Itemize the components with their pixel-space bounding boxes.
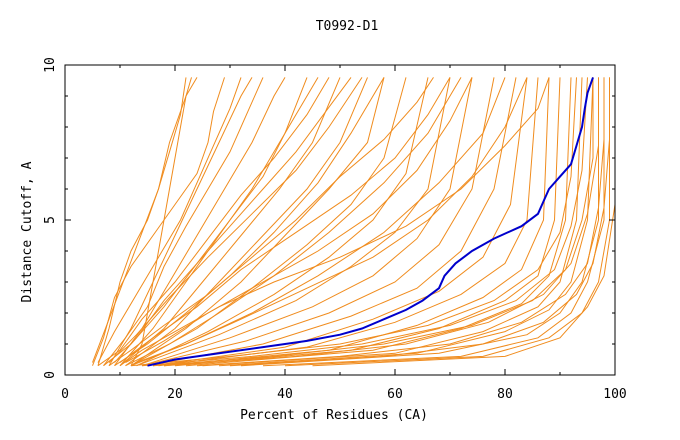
series-line-3 <box>108 77 253 366</box>
x-tick-label: 40 <box>277 387 293 402</box>
x-axis: 0 20 40 60 80 100 <box>61 65 627 402</box>
series-line-14 <box>147 77 517 367</box>
series-line-16 <box>158 77 539 367</box>
series-line-21 <box>218 77 594 367</box>
highlight-series-line <box>147 77 594 367</box>
series-line-39 <box>196 77 605 367</box>
series-line-47 <box>108 77 363 363</box>
y-axis-label: Distance Cutoff, A <box>20 161 35 302</box>
series-line-31 <box>119 77 550 367</box>
series-line-8 <box>130 77 385 367</box>
series-line-2 <box>97 77 192 366</box>
x-tick-label: 60 <box>387 387 403 402</box>
y-tick-label: 5 <box>43 216 58 224</box>
series-line-12 <box>141 77 473 367</box>
series-line-35 <box>130 77 577 367</box>
series-line-42 <box>114 77 352 363</box>
series-line-7 <box>125 77 368 367</box>
series-line-40 <box>229 77 610 367</box>
y-tick-label: 10 <box>43 57 58 73</box>
series-line-32 <box>108 77 434 367</box>
series-line-38 <box>163 77 599 367</box>
series-line-17 <box>163 77 550 367</box>
series-line-4 <box>114 77 286 366</box>
highlight-series-group <box>147 77 594 367</box>
series-line-27 <box>103 77 264 367</box>
series-line-6 <box>119 77 341 367</box>
series-line-19 <box>185 77 572 367</box>
series-line-9 <box>130 77 407 367</box>
series-line-30 <box>130 77 506 367</box>
chart-title: T0992-D1 <box>316 19 379 34</box>
series-line-15 <box>152 77 528 367</box>
series-line-10 <box>136 77 429 367</box>
series-line-41 <box>97 77 242 363</box>
series-line-26 <box>92 77 225 366</box>
series-line-1 <box>130 77 198 366</box>
series-line-22 <box>240 77 599 367</box>
y-tick-label: 0 <box>43 371 58 379</box>
series-line-13 <box>141 77 495 367</box>
series-line-44 <box>136 77 528 364</box>
x-tick-label: 0 <box>61 387 69 402</box>
series-line-29 <box>125 77 462 367</box>
x-tick-label: 20 <box>167 387 183 402</box>
x-axis-label: Percent of Residues (CA) <box>240 408 428 423</box>
series-line-46 <box>125 77 473 364</box>
series-line-37 <box>152 77 594 367</box>
series-line-34 <box>103 77 319 367</box>
series-line-20 <box>202 77 583 367</box>
x-tick-label: 80 <box>497 387 513 402</box>
series-line-28 <box>114 77 385 367</box>
series-group <box>92 77 616 367</box>
series-line-43 <box>119 77 451 363</box>
series-line-23 <box>262 77 605 367</box>
x-tick-label: 100 <box>603 387 626 402</box>
series-line-11 <box>136 77 451 367</box>
y-axis: 0 5 10 <box>43 57 615 379</box>
series-line-45 <box>92 77 187 363</box>
series-line-33 <box>97 77 330 367</box>
series-line-36 <box>141 77 588 367</box>
